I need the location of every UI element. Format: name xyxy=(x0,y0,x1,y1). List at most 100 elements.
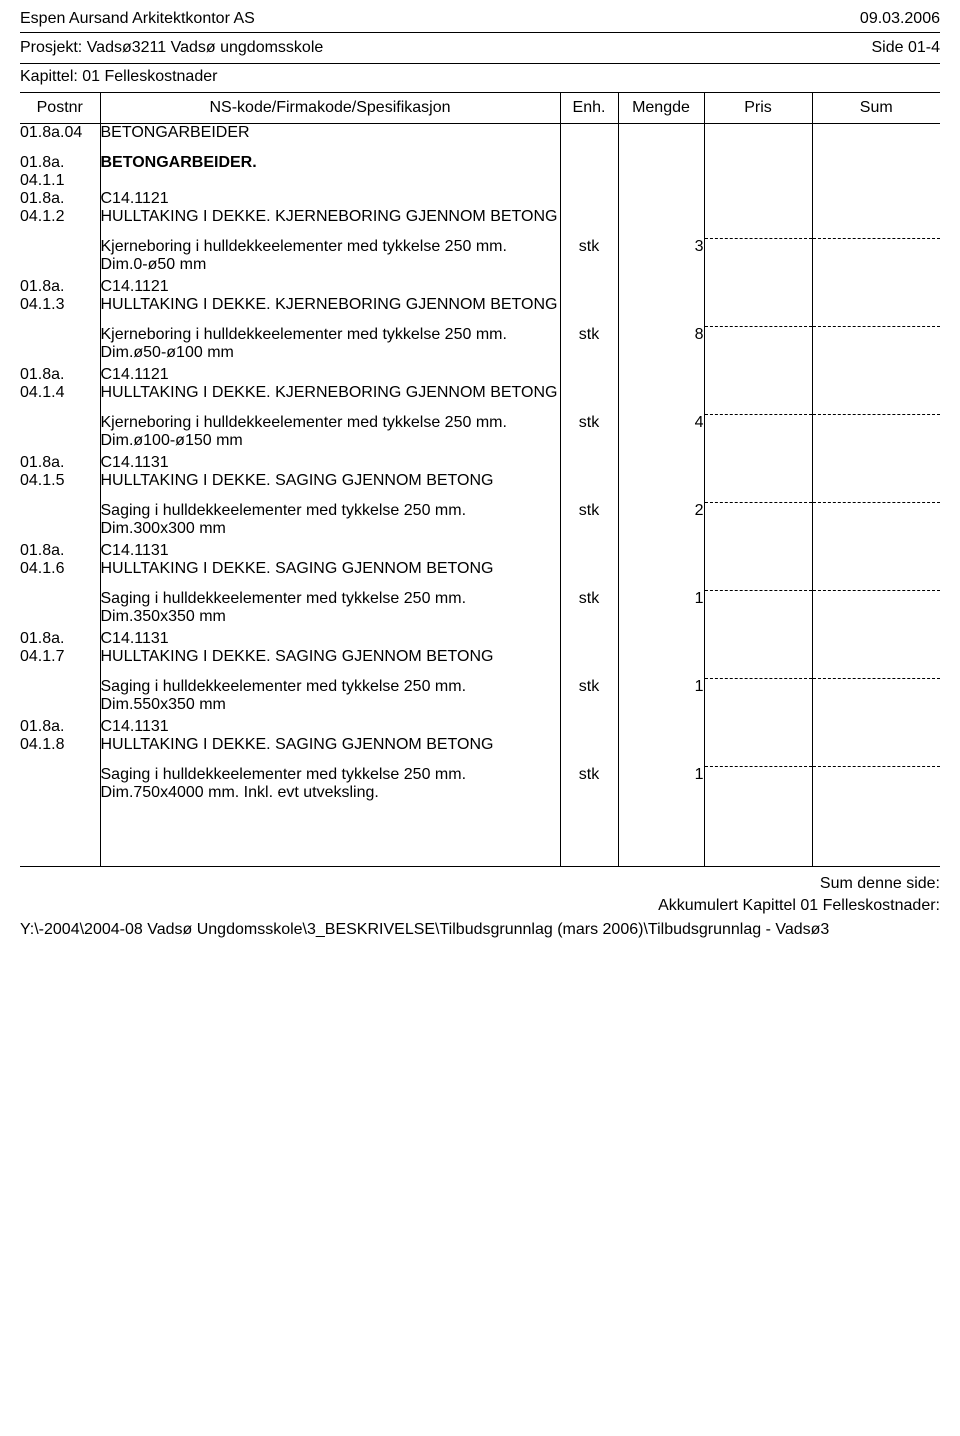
spec-cell: C14.1131HULLTAKING I DEKKE. SAGING GJENN… xyxy=(100,718,560,766)
spec-cell: BETONGARBEIDER. xyxy=(100,154,560,190)
col-enh: Enh. xyxy=(560,93,618,124)
chapter-name: 01 Felleskostnader xyxy=(82,68,217,85)
sum-cell xyxy=(812,590,940,630)
col-mengde: Mengde xyxy=(618,93,704,124)
sum-cell xyxy=(812,414,940,454)
postnr-cell: 01.8a.04 xyxy=(20,124,100,155)
sum-cell xyxy=(812,678,940,718)
sum-cell xyxy=(812,124,940,155)
sum-cell xyxy=(812,154,940,190)
spec-cell: Kjerneboring i hulldekkeelementer med ty… xyxy=(100,326,560,366)
mengde-cell xyxy=(618,278,704,326)
pris-cell xyxy=(704,630,812,678)
mengde-cell: 4 xyxy=(618,414,704,454)
spec-cell: Saging i hulldekkeelementer med tykkelse… xyxy=(100,766,560,806)
spec-cell: Kjerneboring i hulldekkeelementer med ty… xyxy=(100,238,560,278)
mengde-cell: 1 xyxy=(618,590,704,630)
mengde-cell xyxy=(618,718,704,766)
sum-cell xyxy=(812,806,940,866)
sum-cell xyxy=(812,326,940,366)
enh-cell: stk xyxy=(560,238,618,278)
pris-cell xyxy=(704,502,812,542)
table-row: Saging i hulldekkeelementer med tykkelse… xyxy=(20,678,940,718)
postnr-cell: 01.8a.04.1.1 xyxy=(20,154,100,190)
footer-path: Y:\-2004\2004-08 Vadsø Ungdomsskole\3_BE… xyxy=(20,917,940,939)
footer: Sum denne side: Akkumulert Kapittel 01 F… xyxy=(20,867,940,939)
sum-cell xyxy=(812,766,940,806)
mengde-cell: 2 xyxy=(618,502,704,542)
col-postnr: Postnr xyxy=(20,93,100,124)
enh-cell xyxy=(560,278,618,326)
postnr-cell xyxy=(20,414,100,454)
enh-cell: stk xyxy=(560,502,618,542)
enh-cell xyxy=(560,124,618,155)
pris-cell xyxy=(704,590,812,630)
mengde-cell xyxy=(618,454,704,502)
mengde-cell xyxy=(618,542,704,590)
spec-cell: C14.1121HULLTAKING I DEKKE. KJERNEBORING… xyxy=(100,366,560,414)
postnr-cell: 01.8a.04.1.4 xyxy=(20,366,100,414)
pris-cell xyxy=(704,366,812,414)
table-header-row: Postnr NS-kode/Firmakode/Spesifikasjon E… xyxy=(20,93,940,124)
postnr-cell xyxy=(20,502,100,542)
pris-cell xyxy=(704,278,812,326)
sum-cell xyxy=(812,542,940,590)
mengde-cell: 8 xyxy=(618,326,704,366)
mengde-cell xyxy=(618,806,704,866)
pris-cell xyxy=(704,718,812,766)
table-row: Saging i hulldekkeelementer med tykkelse… xyxy=(20,590,940,630)
spec-cell: Saging i hulldekkeelementer med tykkelse… xyxy=(100,590,560,630)
header-date: 09.03.2006 xyxy=(860,10,940,28)
sum-cell xyxy=(812,366,940,414)
pris-cell xyxy=(704,454,812,502)
enh-cell xyxy=(560,542,618,590)
postnr-cell: 01.8a.04.1.2 xyxy=(20,190,100,238)
postnr-cell xyxy=(20,238,100,278)
sum-cell xyxy=(812,718,940,766)
table-row: Saging i hulldekkeelementer med tykkelse… xyxy=(20,766,940,806)
header-chapter: Kapittel: 01 Felleskostnader xyxy=(20,68,217,85)
mengde-cell xyxy=(618,630,704,678)
mengde-cell: 3 xyxy=(618,238,704,278)
pris-cell xyxy=(704,542,812,590)
sum-cell xyxy=(812,238,940,278)
pris-cell xyxy=(704,806,812,866)
postnr-cell: 01.8a.04.1.3 xyxy=(20,278,100,326)
spec-cell: Saging i hulldekkeelementer med tykkelse… xyxy=(100,502,560,542)
header-side: Side 01-4 xyxy=(872,39,941,57)
enh-cell xyxy=(560,366,618,414)
table-row: Kjerneboring i hulldekkeelementer med ty… xyxy=(20,326,940,366)
mengde-cell: 1 xyxy=(618,678,704,718)
col-pris: Pris xyxy=(704,93,812,124)
postnr-cell xyxy=(20,766,100,806)
project-prefix: Prosjekt: xyxy=(20,39,87,56)
spec-cell: C14.1131HULLTAKING I DEKKE. SAGING GJENN… xyxy=(100,542,560,590)
pris-cell xyxy=(704,678,812,718)
enh-cell xyxy=(560,454,618,502)
sum-cell xyxy=(812,454,940,502)
mengde-cell xyxy=(618,190,704,238)
pris-cell xyxy=(704,766,812,806)
spec-cell: C14.1131HULLTAKING I DEKKE. SAGING GJENN… xyxy=(100,454,560,502)
postnr-cell: 01.8a.04.1.7 xyxy=(20,630,100,678)
col-sum: Sum xyxy=(812,93,940,124)
enh-cell: stk xyxy=(560,766,618,806)
footer-sum-side: Sum denne side: xyxy=(20,873,940,895)
table-row: 01.8a.04.1.8C14.1131HULLTAKING I DEKKE. … xyxy=(20,718,940,766)
table-row: 01.8a.04.1.5C14.1131HULLTAKING I DEKKE. … xyxy=(20,454,940,502)
mengde-cell xyxy=(618,366,704,414)
postnr-cell xyxy=(20,806,100,866)
spec-table: Postnr NS-kode/Firmakode/Spesifikasjon E… xyxy=(20,92,940,867)
enh-cell: stk xyxy=(560,414,618,454)
table-row: 01.8a.04.1.4C14.1121HULLTAKING I DEKKE. … xyxy=(20,366,940,414)
sum-cell xyxy=(812,278,940,326)
sum-cell xyxy=(812,502,940,542)
mengde-cell: 1 xyxy=(618,766,704,806)
spec-cell: C14.1121HULLTAKING I DEKKE. KJERNEBORING… xyxy=(100,278,560,326)
spec-cell: BETONGARBEIDER xyxy=(100,124,560,155)
pris-cell xyxy=(704,326,812,366)
enh-cell xyxy=(560,806,618,866)
postnr-cell xyxy=(20,326,100,366)
header-project: Prosjekt: Vadsø3211 Vadsø ungdomsskole xyxy=(20,39,323,57)
spec-cell: C14.1131HULLTAKING I DEKKE. SAGING GJENN… xyxy=(100,630,560,678)
